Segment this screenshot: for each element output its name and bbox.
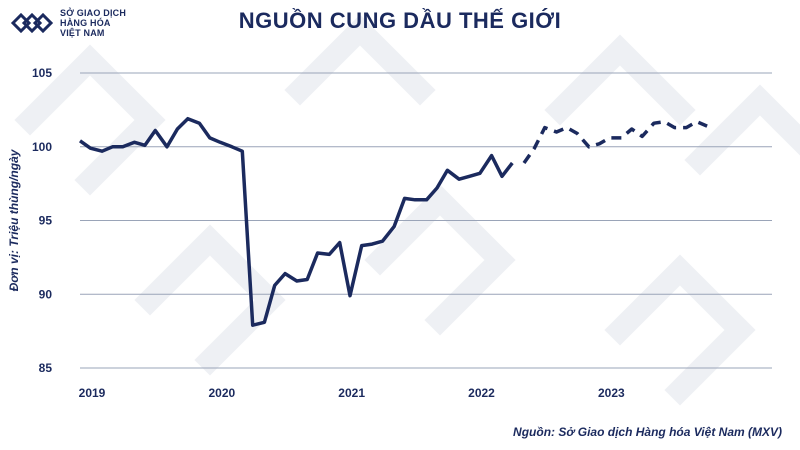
brand-logo: SỞ GIAO DỊCH HÀNG HÓA VIỆT NAM — [10, 8, 126, 38]
x-tick-label-2020: 2020 — [208, 386, 235, 400]
series-line-2-dashed — [522, 119, 708, 165]
y-tick-label-100: 100 — [32, 140, 52, 154]
x-tick-label-2023: 2023 — [598, 386, 625, 400]
chart-title: NGUỒN CUNG DẦU THẾ GIỚI — [238, 8, 562, 33]
y-tick-label-95: 95 — [39, 214, 53, 228]
y-tick-label-90: 90 — [39, 287, 53, 301]
logo-line-3: VIỆT NAM — [60, 28, 105, 38]
logo-mark-icon — [10, 12, 54, 34]
x-tick-label-2021: 2021 — [338, 386, 365, 400]
x-tick-label-2019: 2019 — [79, 386, 106, 400]
y-tick-label-85: 85 — [39, 361, 53, 375]
logo-text: SỞ GIAO DỊCH HÀNG HÓA VIỆT NAM — [60, 8, 126, 38]
y-axis-label: Đơn vị: Triệu thùng/ngày — [7, 148, 21, 291]
x-tick-label-2022: 2022 — [468, 386, 495, 400]
source-note: Nguồn: Sở Giao dịch Hàng hóa Việt Nam (M… — [513, 425, 782, 439]
y-tick-label-105: 105 — [32, 66, 52, 80]
logo-line-1: SỞ GIAO DỊCH — [60, 8, 127, 18]
logo-line-2: HÀNG HÓA — [60, 18, 111, 28]
